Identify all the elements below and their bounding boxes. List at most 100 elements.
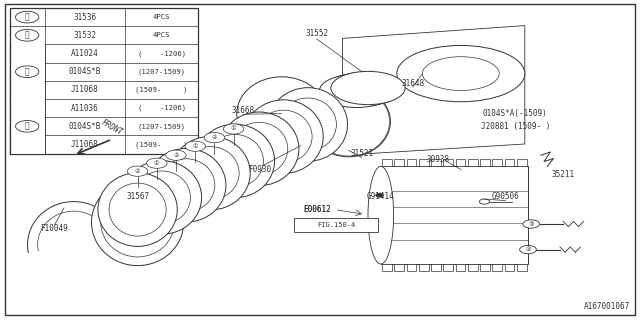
Bar [10, 99, 45, 154]
Circle shape [15, 11, 39, 23]
Text: (1207-1509): (1207-1509) [138, 68, 186, 75]
Ellipse shape [28, 202, 120, 288]
Ellipse shape [157, 159, 215, 212]
Circle shape [147, 158, 167, 168]
Text: 31668: 31668 [232, 106, 255, 115]
Text: A11024: A11024 [71, 49, 99, 58]
Ellipse shape [279, 98, 337, 151]
Bar [468, 159, 477, 166]
Ellipse shape [422, 57, 499, 91]
Ellipse shape [308, 87, 389, 156]
Text: 4PCS: 4PCS [153, 14, 170, 20]
Ellipse shape [122, 161, 202, 234]
Ellipse shape [244, 100, 323, 173]
Circle shape [479, 199, 490, 204]
Text: 0104S*B: 0104S*B [68, 122, 101, 131]
Bar [431, 264, 441, 271]
Ellipse shape [109, 183, 166, 236]
Text: 31521: 31521 [350, 149, 373, 158]
Text: ②: ② [135, 169, 140, 174]
Text: A11036: A11036 [71, 104, 99, 113]
Ellipse shape [195, 124, 275, 198]
Text: (    -1206): ( -1206) [138, 105, 186, 111]
Bar [505, 264, 515, 271]
Text: 30938: 30938 [427, 156, 450, 164]
Ellipse shape [323, 73, 397, 107]
Circle shape [127, 166, 148, 176]
Text: G91414: G91414 [367, 192, 395, 201]
Bar [382, 159, 392, 166]
Ellipse shape [206, 134, 264, 188]
Bar [394, 264, 404, 271]
Text: E00612: E00612 [303, 205, 331, 214]
Bar [419, 264, 429, 271]
Bar [406, 159, 417, 166]
Bar [517, 159, 527, 166]
Bar [456, 159, 465, 166]
Text: ①: ① [154, 161, 159, 166]
Circle shape [523, 220, 540, 228]
Text: 35211: 35211 [552, 170, 575, 179]
Circle shape [520, 245, 536, 254]
Text: ③: ③ [529, 221, 534, 227]
Text: (1509-     ): (1509- ) [135, 87, 188, 93]
Circle shape [15, 120, 39, 132]
Text: (1207-1509): (1207-1509) [138, 123, 186, 130]
Bar [406, 264, 417, 271]
Bar [381, 166, 528, 264]
Bar [505, 159, 515, 166]
Text: ②: ② [25, 31, 29, 40]
Text: J11068: J11068 [71, 85, 99, 94]
Ellipse shape [319, 74, 394, 108]
Bar [444, 159, 453, 166]
Text: 0104S*A(-1509): 0104S*A(-1509) [483, 109, 548, 118]
Ellipse shape [368, 166, 394, 264]
Ellipse shape [98, 173, 177, 246]
Text: 31536: 31536 [73, 12, 97, 21]
Text: J20881 (1509- ): J20881 (1509- ) [481, 122, 550, 131]
Text: ①: ① [193, 144, 198, 149]
Text: ④: ④ [25, 122, 29, 131]
Ellipse shape [255, 110, 312, 163]
Text: F0930: F0930 [248, 165, 271, 174]
Circle shape [185, 141, 205, 151]
Text: 31567: 31567 [126, 192, 149, 201]
Ellipse shape [38, 211, 109, 278]
Text: E00612: E00612 [303, 205, 331, 214]
Ellipse shape [171, 136, 250, 210]
Text: ③: ③ [25, 67, 29, 76]
Text: ②: ② [212, 135, 217, 140]
Circle shape [15, 29, 39, 41]
Text: J11068: J11068 [71, 140, 99, 149]
Text: ④: ④ [525, 247, 531, 252]
Ellipse shape [268, 88, 348, 161]
Text: G90506: G90506 [492, 192, 520, 201]
Ellipse shape [307, 86, 390, 157]
Bar [431, 159, 441, 166]
Bar [493, 264, 502, 271]
Text: 4PCS: 4PCS [153, 32, 170, 38]
Bar [480, 264, 490, 271]
Bar [10, 8, 198, 154]
Text: ①: ① [25, 12, 29, 21]
Text: FRONT: FRONT [99, 118, 124, 137]
Circle shape [166, 150, 186, 160]
Circle shape [204, 132, 225, 143]
Text: 31648: 31648 [401, 79, 424, 88]
Ellipse shape [397, 45, 525, 102]
Bar [456, 264, 465, 271]
Ellipse shape [327, 72, 401, 106]
Text: FIG.150-4: FIG.150-4 [317, 222, 355, 228]
Circle shape [376, 193, 383, 197]
Bar [517, 264, 527, 271]
Circle shape [15, 66, 39, 77]
Bar [468, 264, 477, 271]
Text: (    -1206): ( -1206) [138, 50, 186, 57]
Bar [382, 264, 392, 271]
Text: (1509-     ): (1509- ) [135, 141, 188, 148]
Bar [10, 44, 45, 99]
Ellipse shape [133, 171, 191, 224]
Text: F10049: F10049 [40, 224, 68, 233]
Ellipse shape [220, 112, 299, 186]
Ellipse shape [230, 122, 288, 175]
